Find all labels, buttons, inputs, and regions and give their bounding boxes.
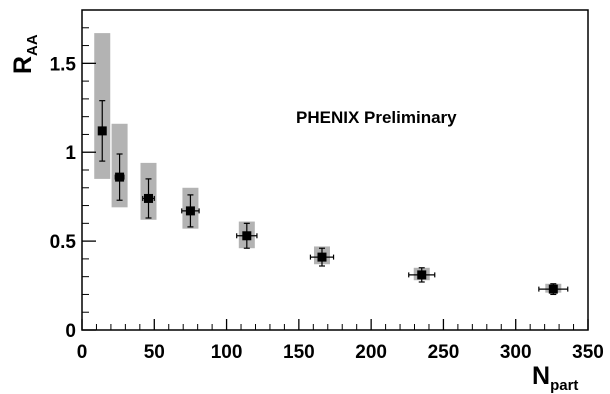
x-tick-label: 0	[77, 342, 88, 363]
chart-annotation: PHENIX Preliminary	[296, 108, 457, 127]
y-axis-title-sub: AA	[24, 34, 41, 56]
x-tick-label: 350	[572, 342, 604, 363]
y-tick-label: 0.5	[50, 232, 77, 253]
x-axis-title-sub: part	[550, 377, 578, 394]
y-tick-label: 1.5	[50, 54, 77, 75]
systematic-bands	[94, 33, 562, 293]
data-point-marker	[317, 252, 327, 262]
x-tick-label: 150	[283, 342, 315, 363]
y-tick-label: 0	[65, 321, 76, 342]
y-tick-label: 1	[65, 143, 76, 164]
x-tick-label: 200	[355, 342, 387, 363]
x-axis-title-main: N	[532, 362, 550, 390]
x-tick-label: 250	[428, 342, 460, 363]
x-tick-label: 100	[211, 342, 243, 363]
data-point-marker	[144, 193, 154, 203]
axis-ticks	[81, 27, 589, 331]
data-point-marker	[548, 284, 558, 294]
data-point-marker	[185, 206, 195, 216]
data-point-marker	[115, 172, 125, 182]
data-point-marker	[97, 126, 107, 136]
x-tick-label: 50	[144, 342, 165, 363]
y-axis-title-main: R	[9, 56, 37, 74]
data-point-marker	[417, 270, 427, 280]
x-tick-label: 300	[500, 342, 532, 363]
plot-frame	[81, 9, 589, 331]
y-axis-title: RAA	[9, 34, 41, 74]
y-tick-labels: 0 0.5 1 1.5	[50, 54, 77, 342]
x-axis-title: Npart	[532, 362, 578, 394]
stat-error-bars	[98, 100, 569, 296]
x-tick-labels: 0 50 100 150 200 250 300 350	[77, 342, 604, 363]
data-markers	[97, 126, 558, 294]
data-point-marker	[242, 231, 252, 241]
